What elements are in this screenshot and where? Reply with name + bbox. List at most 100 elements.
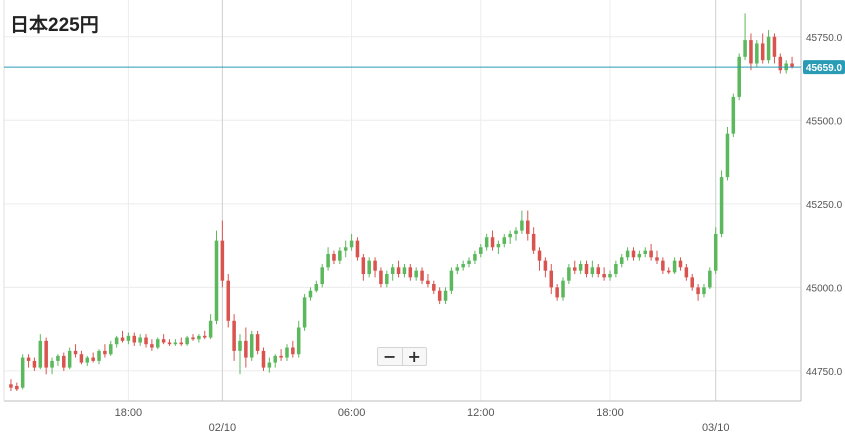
candle-body bbox=[144, 337, 148, 345]
candle-body bbox=[267, 362, 272, 368]
candle bbox=[85, 355, 90, 366]
candle-body bbox=[214, 240, 219, 321]
candle-body bbox=[314, 284, 319, 291]
candle bbox=[73, 344, 78, 358]
candle-body bbox=[713, 233, 718, 271]
candle-body bbox=[502, 237, 507, 244]
candle bbox=[543, 257, 548, 278]
candle-body bbox=[743, 40, 747, 57]
candle-body bbox=[261, 350, 266, 368]
candle-body bbox=[103, 350, 107, 355]
candle-body bbox=[449, 270, 454, 291]
candle-body bbox=[602, 274, 606, 278]
candle-body bbox=[179, 342, 184, 345]
candle-body bbox=[696, 287, 700, 295]
axis-layer: 44750.0 45000.0 45250.0 45500.0 45750.0 18:00… bbox=[3, 0, 845, 434]
candle-body bbox=[62, 355, 66, 368]
y-tick-label: 45500.0 bbox=[806, 116, 843, 127]
candle bbox=[408, 263, 413, 281]
candle-body bbox=[9, 384, 13, 388]
candle bbox=[490, 230, 495, 251]
candle bbox=[719, 170, 724, 238]
candle bbox=[590, 260, 595, 278]
candle-body bbox=[572, 267, 577, 271]
candle-body bbox=[426, 280, 430, 285]
candle-body bbox=[637, 253, 642, 258]
candle-body bbox=[15, 385, 19, 390]
candle bbox=[279, 349, 283, 361]
candle bbox=[291, 340, 295, 358]
candle-body bbox=[91, 357, 95, 361]
candle-body bbox=[567, 267, 571, 281]
candle bbox=[67, 347, 72, 370]
candle-body bbox=[226, 280, 231, 321]
candle-body bbox=[132, 335, 137, 343]
candle bbox=[132, 332, 137, 346]
candle bbox=[326, 247, 330, 271]
candle-body bbox=[185, 337, 189, 345]
candle bbox=[561, 277, 565, 301]
candle bbox=[432, 280, 436, 295]
candle bbox=[261, 347, 266, 371]
candle bbox=[402, 263, 407, 278]
candle-body bbox=[526, 220, 530, 234]
candle bbox=[185, 335, 189, 346]
current-price-badge bbox=[803, 60, 845, 75]
candle bbox=[161, 334, 166, 345]
candle-body bbox=[749, 40, 753, 64]
chart-title: 日本225円 bbox=[10, 15, 99, 36]
candle bbox=[666, 267, 671, 275]
candle bbox=[608, 270, 612, 281]
candle bbox=[314, 280, 319, 293]
candle-body bbox=[291, 347, 295, 355]
candle bbox=[426, 274, 430, 288]
candle bbox=[208, 314, 213, 340]
candle bbox=[578, 260, 583, 275]
candle-body bbox=[255, 334, 260, 351]
candle bbox=[743, 13, 747, 61]
candle-body bbox=[50, 360, 54, 368]
candle-body bbox=[390, 267, 395, 275]
candle bbox=[631, 247, 636, 261]
candle-body bbox=[367, 260, 371, 275]
candle-body bbox=[520, 220, 524, 231]
candle-body bbox=[326, 253, 330, 268]
candle-body bbox=[320, 267, 324, 285]
candle-body bbox=[238, 340, 242, 351]
zoom-in-button[interactable]: + bbox=[407, 346, 421, 366]
candle-body bbox=[67, 350, 72, 368]
candle bbox=[226, 274, 231, 328]
candle-body bbox=[38, 340, 43, 368]
zoom-out-button[interactable]: − bbox=[378, 348, 403, 365]
candle-body bbox=[684, 267, 689, 278]
candle bbox=[778, 53, 783, 74]
candle-body bbox=[631, 250, 636, 258]
candle bbox=[514, 227, 518, 241]
candle-body bbox=[596, 267, 601, 275]
candle bbox=[537, 247, 542, 271]
candle-body bbox=[690, 277, 694, 288]
candle-body bbox=[766, 36, 771, 61]
candle-body bbox=[32, 360, 37, 368]
candle bbox=[202, 330, 207, 340]
candle bbox=[38, 334, 43, 370]
candle bbox=[649, 243, 653, 261]
candle bbox=[273, 354, 277, 368]
y-tick-label: 45000.0 bbox=[806, 283, 843, 294]
candle bbox=[484, 233, 489, 251]
candle bbox=[684, 263, 689, 281]
candle-body bbox=[26, 357, 31, 361]
candle bbox=[167, 339, 172, 346]
candle-body bbox=[790, 63, 794, 68]
candle-body bbox=[608, 274, 612, 278]
candle-body bbox=[396, 267, 401, 275]
candle-body bbox=[578, 263, 583, 271]
candle-body bbox=[772, 36, 777, 57]
candle-body bbox=[625, 250, 630, 258]
candle-body bbox=[44, 340, 48, 368]
candle bbox=[320, 263, 324, 288]
candle-body bbox=[173, 342, 178, 345]
candle bbox=[62, 352, 66, 371]
candle-body bbox=[661, 260, 665, 271]
